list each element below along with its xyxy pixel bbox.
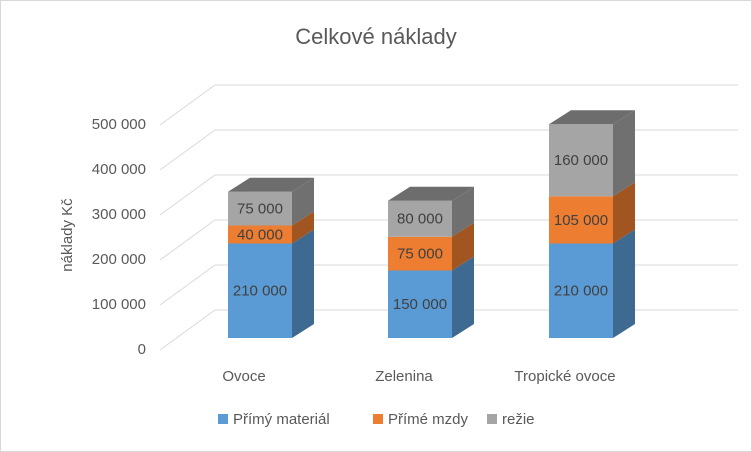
legend-label: Přímé mzdy	[388, 411, 469, 428]
legend-swatch	[218, 414, 228, 424]
y-tick-label: 200 000	[92, 251, 146, 268]
bar	[388, 200, 452, 237]
bar	[228, 225, 292, 244]
chart-title: Celkové náklady	[295, 24, 456, 49]
bar	[228, 243, 292, 338]
data-label: 210 000	[554, 283, 608, 300]
legend-swatch	[487, 414, 497, 424]
bar-side	[613, 182, 635, 244]
legend-label: režie	[502, 411, 535, 428]
legend-label: Přímý materiál	[233, 411, 330, 428]
bar-side	[292, 229, 314, 338]
bar-side	[292, 177, 314, 226]
y-tick-label: 300 000	[92, 206, 146, 223]
bar-side	[452, 186, 474, 237]
bar-side	[613, 229, 635, 338]
bar-top	[388, 186, 474, 201]
y-tick-label: 400 000	[92, 161, 146, 178]
data-label: 105 000	[554, 212, 608, 229]
bar-side	[452, 256, 474, 338]
bar	[549, 196, 613, 244]
y-tick-label: 100 000	[92, 296, 146, 313]
x-tick-label: Ovoce	[222, 368, 265, 385]
y-tick-label: 0	[138, 341, 146, 358]
data-label: 75 000	[237, 201, 283, 218]
x-tick-label: Zelenina	[375, 368, 433, 385]
y-tick-label: 500 000	[92, 116, 146, 133]
data-label: 160 000	[554, 152, 608, 169]
bar	[388, 236, 452, 271]
bar	[549, 243, 613, 338]
y-axis-title: náklady Kč	[59, 198, 76, 272]
data-label: 210 000	[233, 283, 287, 300]
bar	[549, 124, 613, 197]
grid-line	[159, 84, 738, 126]
data-label: 75 000	[397, 246, 443, 263]
legend-swatch	[373, 414, 383, 424]
data-label: 150 000	[393, 296, 447, 313]
bar-side	[292, 211, 314, 244]
bar-side	[452, 222, 474, 271]
x-tick-label: Tropické ovoce	[514, 368, 615, 385]
bar-top	[228, 177, 314, 192]
data-label: 40 000	[237, 226, 283, 243]
bar	[388, 270, 452, 338]
bar	[228, 191, 292, 226]
bar-top	[549, 110, 635, 125]
data-label: 80 000	[397, 211, 443, 228]
bar-side	[613, 110, 635, 197]
